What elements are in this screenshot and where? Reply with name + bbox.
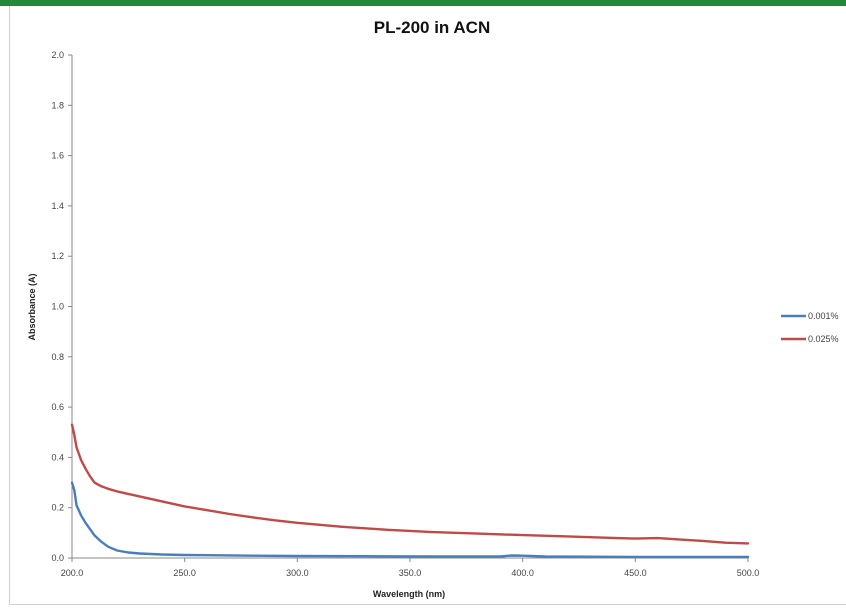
y-tick-label: 1.6	[51, 151, 64, 161]
y-tick-label: 0.2	[51, 503, 64, 513]
y-tick-label: 0.6	[51, 402, 64, 412]
y-tick-label: 0.8	[51, 352, 64, 362]
y-tick-label: 1.4	[51, 201, 64, 211]
frame-top-accent	[0, 0, 846, 6]
x-tick-label: 500.0	[737, 568, 760, 578]
y-tick-label: 2.0	[51, 50, 64, 60]
y-axis: 0.0 0.2 0.4 0.6 0.8 1.0 1.2 1.4 1.6 1.8 2.0	[51, 50, 73, 563]
chart-title: PL-200 in ACN	[374, 18, 491, 37]
y-tick-label: 0.4	[51, 452, 64, 462]
x-tick-label: 350.0	[399, 568, 422, 578]
x-tick-label: 450.0	[624, 568, 647, 578]
legend-label-1: 0.025%	[808, 334, 839, 344]
legend: 0.001% 0.025%	[781, 311, 839, 344]
frame-bottom-border	[9, 604, 846, 605]
y-axis-title: Absorbance (A)	[27, 273, 37, 340]
x-tick-label: 300.0	[286, 568, 309, 578]
y-tick-label: 0.0	[51, 553, 64, 563]
series-lines	[70, 423, 750, 559]
x-tick-label: 200.0	[61, 568, 84, 578]
frame-left-border	[9, 6, 10, 604]
y-tick-label: 1.8	[51, 100, 64, 110]
x-tick-label: 250.0	[173, 568, 196, 578]
y-tick-label: 1.2	[51, 251, 64, 261]
x-axis-title: Wavelength (nm)	[373, 589, 445, 599]
y-tick-label: 1.0	[51, 302, 64, 312]
x-axis: 200.0 250.0 300.0 350.0 400.0 450.0 500.0	[61, 557, 760, 578]
x-tick-label: 400.0	[511, 568, 534, 578]
legend-label-0: 0.001%	[808, 311, 839, 321]
series-line-1	[70, 423, 750, 545]
series-line-0	[70, 481, 750, 559]
